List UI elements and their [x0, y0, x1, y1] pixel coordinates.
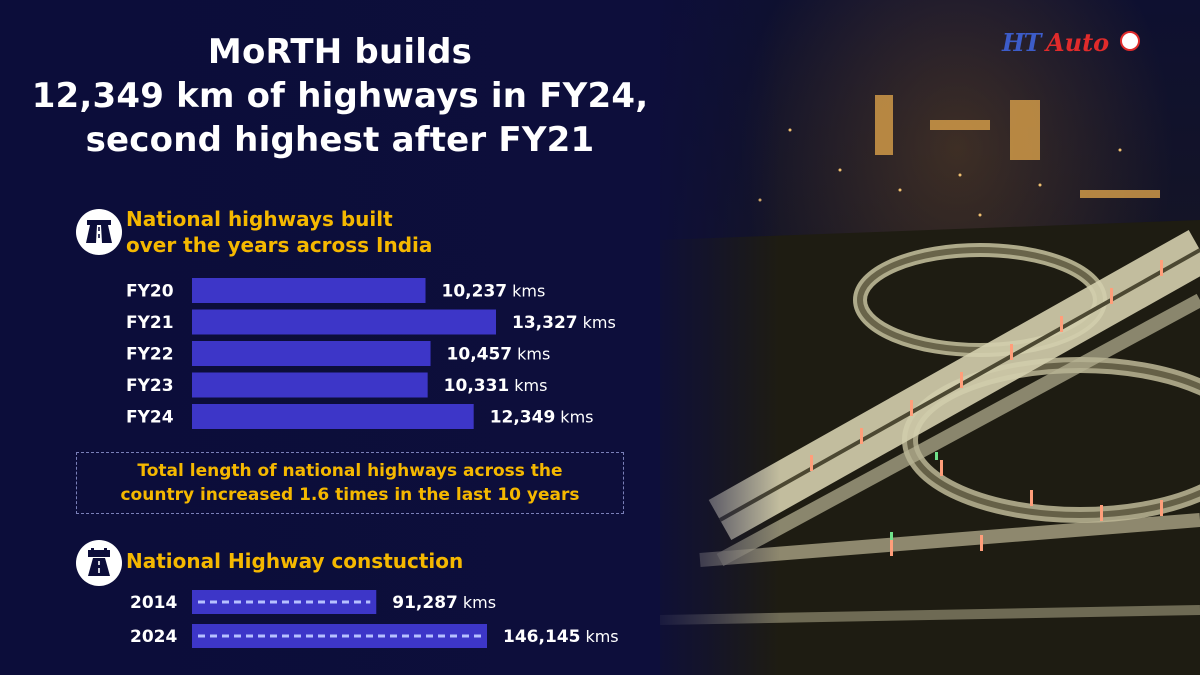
- highway-road-icon: [76, 209, 122, 255]
- logo-ht-text: HT: [1002, 28, 1042, 57]
- value-unit: kms: [514, 376, 547, 395]
- value-number: 10,457: [447, 345, 513, 365]
- value-number: 10,237: [442, 282, 508, 302]
- value-number: 91,287: [392, 593, 458, 613]
- growth-note-box: Total length of national highways across…: [76, 452, 624, 514]
- logo-badge-icon: [1120, 31, 1140, 51]
- road-construction-icon: [76, 540, 122, 586]
- title-line-2: 12,349 km of highways in FY24,: [31, 76, 649, 116]
- value-label: 91,287 kms: [392, 593, 496, 613]
- note-line-1: Total length of national highways across…: [137, 461, 563, 481]
- value-number: 146,145: [503, 627, 580, 647]
- bar: [192, 309, 496, 335]
- logo-auto-text: Auto: [1046, 28, 1110, 57]
- value-unit: kms: [583, 313, 616, 332]
- value-label: 13,327 kms: [512, 313, 616, 333]
- note-line-2: country increased 1.6 times in the last …: [120, 485, 580, 505]
- value-label: 10,237 kms: [442, 282, 546, 302]
- category-label: FY22: [126, 345, 174, 365]
- section-1-title-line-2: over the years across India: [126, 233, 433, 257]
- value-unit: kms: [517, 345, 550, 364]
- section-2-title: National Highway constuction: [126, 549, 464, 573]
- category-label: FY21: [126, 313, 174, 333]
- background-fade: [640, 0, 780, 675]
- value-number: 12,349: [490, 408, 556, 428]
- value-unit: kms: [585, 627, 618, 646]
- value-unit: kms: [463, 593, 496, 612]
- category-label: FY24: [126, 408, 174, 428]
- value-number: 13,327: [512, 313, 578, 333]
- value-label: 10,457 kms: [447, 345, 551, 365]
- value-number: 10,331: [444, 376, 510, 396]
- bar: [192, 372, 428, 398]
- highway-construction-bar-chart: 2014 91,287 kms 2024 146,145 kms: [130, 590, 619, 648]
- section-1-title: National highways built over the years a…: [126, 206, 432, 258]
- value-unit: kms: [512, 282, 545, 301]
- value-label: 10,331 kms: [444, 376, 548, 396]
- value-unit: kms: [560, 408, 593, 427]
- category-label: FY23: [126, 376, 174, 396]
- bar: [192, 624, 487, 648]
- value-label: 146,145 kms: [503, 627, 619, 647]
- bar: [192, 278, 426, 303]
- title-line-1: MoRTH builds: [207, 32, 473, 72]
- value-label: 12,349 kms: [490, 408, 594, 428]
- category-label: FY20: [126, 282, 174, 302]
- bar: [192, 404, 474, 429]
- bar: [192, 341, 431, 366]
- section-1-title-line-1: National highways built: [126, 207, 393, 231]
- page-title: MoRTH builds 12,349 km of highways in FY…: [0, 30, 680, 162]
- title-line-3: second highest after FY21: [85, 120, 595, 160]
- ht-auto-logo: HT Auto: [1002, 28, 1142, 60]
- category-label: 2014: [130, 593, 177, 613]
- category-label: 2024: [130, 627, 177, 647]
